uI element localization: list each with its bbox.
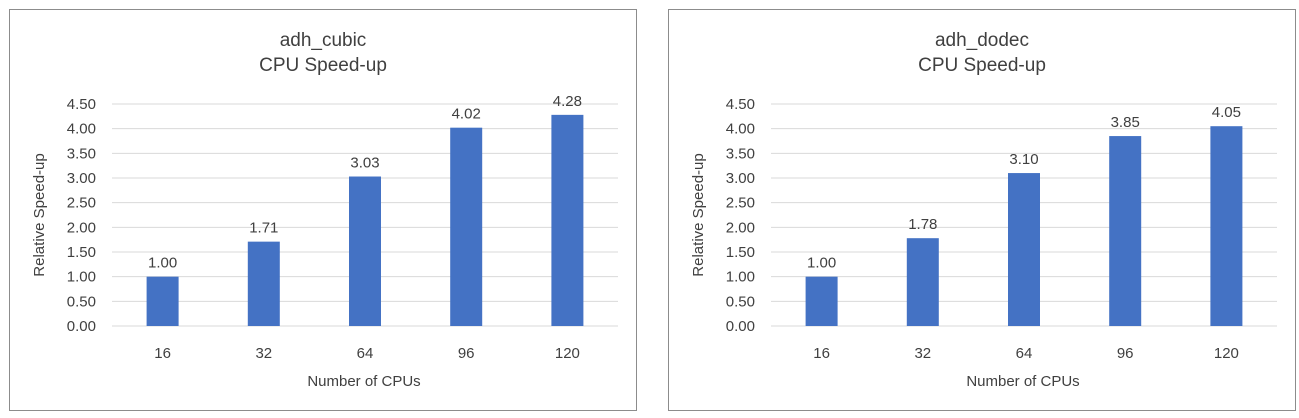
x-tick-label: 16	[154, 345, 171, 362]
chart-title-line-1: adh_cubic	[280, 30, 367, 51]
y-tick-label: 0.00	[67, 318, 96, 335]
y-tick-label: 0.00	[726, 318, 755, 335]
x-axis-title: Number of CPUs	[966, 373, 1079, 390]
x-axis-title: Number of CPUs	[307, 373, 420, 390]
bar-32	[247, 241, 280, 326]
y-tick-label: 0.50	[67, 293, 96, 310]
data-label-64: 3.03	[350, 155, 379, 172]
x-tick-label: 16	[813, 345, 830, 362]
data-label-64: 3.10	[1009, 151, 1038, 168]
y-tick-label: 4.50	[726, 96, 755, 113]
x-tick-label: 32	[914, 345, 931, 362]
data-label-96: 3.85	[1111, 114, 1140, 131]
bar-chart-adh-cubic: adh_cubic CPU Speed-up 0.00 0.50 1.00 1.50 2.0…	[31, 30, 618, 390]
bar-96	[450, 127, 483, 327]
x-tick-label: 120	[1214, 345, 1239, 362]
y-tick-label: 2.50	[726, 195, 755, 212]
data-label-16: 1.00	[148, 255, 177, 272]
chart-panel-adh-dodec: adh_dodec CPU Speed-up 0.00 0.50 1.00 1.50 2.0…	[668, 9, 1296, 411]
bar-16	[805, 276, 838, 326]
y-tick-label: 3.50	[67, 145, 96, 162]
x-tick-label: 96	[1117, 345, 1134, 362]
y-tick-label: 1.50	[726, 244, 755, 261]
data-label-32: 1.78	[908, 216, 937, 233]
x-tick-label: 64	[357, 345, 374, 362]
bar-32	[906, 238, 939, 326]
bar-120	[551, 114, 584, 326]
y-tick-label: 4.00	[726, 121, 755, 138]
y-axis-title: Relative Speed-up	[31, 153, 48, 276]
bar-120	[1210, 126, 1243, 326]
y-tick-label: 3.00	[726, 170, 755, 187]
y-tick-label: 1.00	[67, 269, 96, 286]
bar-chart-adh-dodec: adh_dodec CPU Speed-up 0.00 0.50 1.00 1.50 2.0…	[690, 30, 1277, 390]
bar-16	[146, 276, 179, 326]
data-label-16: 1.00	[807, 255, 836, 272]
y-tick-label: 2.00	[67, 219, 96, 236]
chart-title-line-1: adh_dodec	[935, 30, 1029, 51]
y-tick-label: 1.00	[726, 269, 755, 286]
bar-64	[1008, 173, 1040, 326]
y-tick-label: 4.00	[67, 121, 96, 138]
x-tick-label: 120	[555, 345, 580, 362]
x-tick-label: 96	[458, 345, 475, 362]
y-tick-label: 4.50	[67, 96, 96, 113]
y-tick-label: 3.00	[67, 170, 96, 187]
x-tick-label: 64	[1016, 345, 1033, 362]
data-label-96: 4.02	[452, 106, 481, 123]
y-tick-label: 2.50	[67, 195, 96, 212]
y-tick-label: 1.50	[67, 244, 96, 261]
x-tick-label: 32	[255, 345, 272, 362]
chart-title-line-2: CPU Speed-up	[918, 55, 1046, 76]
data-label-32: 1.71	[249, 220, 278, 237]
y-tick-label: 3.50	[726, 145, 755, 162]
chart-panel-adh-cubic: adh_cubic CPU Speed-up 0.00 0.50 1.00 1.50 2.0…	[9, 9, 637, 411]
y-tick-label: 0.50	[726, 293, 755, 310]
y-axis-title: Relative Speed-up	[690, 153, 707, 276]
bar-96	[1109, 136, 1142, 326]
y-tick-label: 2.00	[726, 219, 755, 236]
data-label-120: 4.28	[553, 93, 582, 110]
chart-title-line-2: CPU Speed-up	[259, 55, 387, 76]
bar-64	[349, 176, 381, 326]
data-label-120: 4.05	[1212, 104, 1241, 121]
